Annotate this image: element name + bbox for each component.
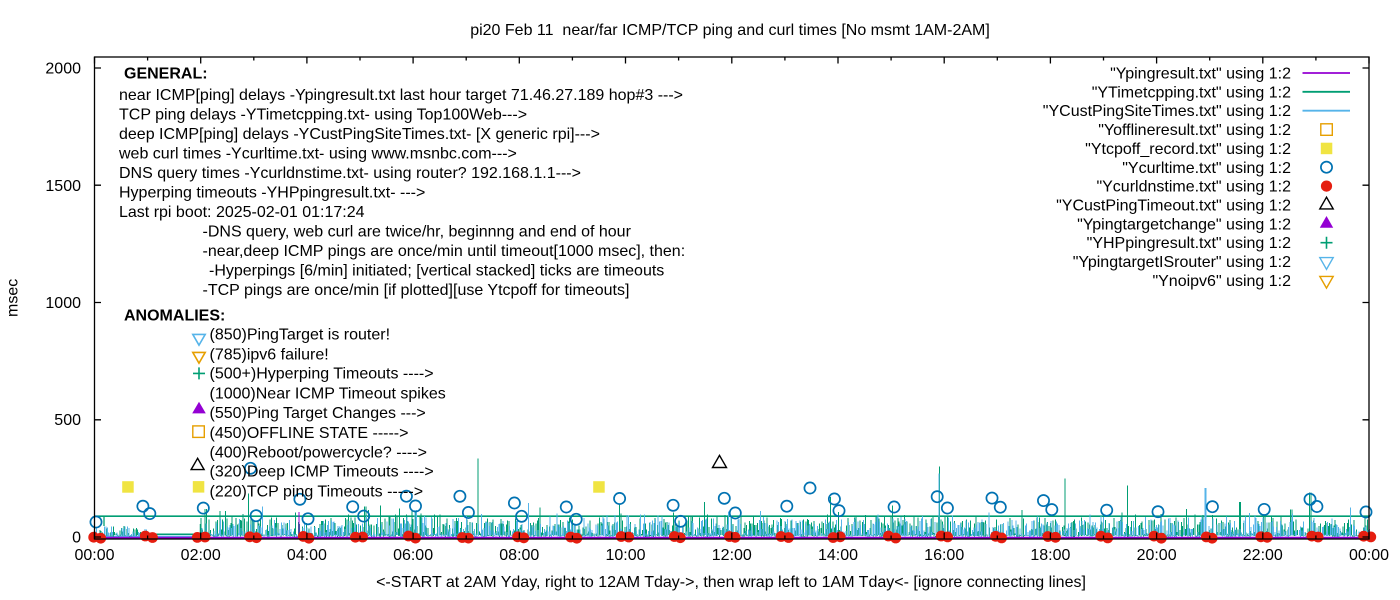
svg-text:"YTimetcpping.txt" using 1:2: "YTimetcpping.txt" using 1:2 [1092, 84, 1291, 101]
svg-text:-near,deep ICMP pings are once: -near,deep ICMP pings are once/min until… [203, 243, 686, 260]
svg-text:08:00: 08:00 [499, 547, 539, 564]
svg-text:deep ICMP[ping] delays -YCustP: deep ICMP[ping] delays -YCustPingSiteTim… [119, 126, 600, 143]
svg-text:04:00: 04:00 [287, 547, 327, 564]
svg-text:10:00: 10:00 [605, 547, 645, 564]
svg-text:"Ypingtargetchange" using 1:2: "Ypingtargetchange" using 1:2 [1077, 216, 1291, 233]
svg-text:"Ycurldnstime.txt" using 1:2: "Ycurldnstime.txt" using 1:2 [1096, 179, 1291, 196]
svg-text:pi20 Feb 11 near/far ICMP/TCP: pi20 Feb 11 near/far ICMP/TCP ping and c… [470, 22, 990, 39]
svg-text:(450)OFFLINE STATE ----->: (450)OFFLINE STATE -----> [210, 425, 409, 442]
svg-text:(400)Reboot/powercycle? ---->: (400)Reboot/powercycle? ----> [210, 445, 427, 462]
svg-text:-DNS query, web curl are twice: -DNS query, web curl are twice/hr, begin… [203, 223, 632, 240]
svg-text:14:00: 14:00 [818, 547, 858, 564]
svg-text:"Ytcpoff_record.txt" using 1:2: "Ytcpoff_record.txt" using 1:2 [1085, 141, 1291, 158]
svg-text:(1000)Near ICMP Timeout spikes: (1000)Near ICMP Timeout spikes [210, 385, 446, 402]
svg-text:(220)TCP ping Timeouts ----->: (220)TCP ping Timeouts -----> [210, 484, 424, 501]
svg-text:0: 0 [72, 530, 81, 547]
svg-text:near ICMP[ping] delays -Ypingr: near ICMP[ping] delays -Ypingresult.txt … [119, 87, 683, 104]
svg-text:00:00: 00:00 [74, 547, 114, 564]
svg-text:"YHPpingresult.txt" using 1:2: "YHPpingresult.txt" using 1:2 [1087, 235, 1291, 252]
svg-text:ANOMALIES:: ANOMALIES: [124, 308, 225, 325]
svg-text:16:00: 16:00 [924, 547, 964, 564]
svg-text:(320)Deep ICMP Timeouts ---->: (320)Deep ICMP Timeouts ----> [210, 464, 434, 481]
svg-text:msec: msec [5, 279, 22, 317]
svg-text:02:00: 02:00 [181, 547, 221, 564]
svg-text:"YpingtargetISrouter" using 1:: "YpingtargetISrouter" using 1:2 [1073, 254, 1291, 271]
svg-text:06:00: 06:00 [393, 547, 433, 564]
svg-text:"Yofflineresult.txt" using 1:2: "Yofflineresult.txt" using 1:2 [1098, 122, 1291, 139]
svg-text:500: 500 [54, 412, 81, 429]
svg-text:-Hyperpings [6/min] initiated;: -Hyperpings [6/min] initiated; [vertical… [209, 262, 664, 279]
svg-text:DNS query times -Ycurldnstime.: DNS query times -Ycurldnstime.txt- using… [119, 165, 581, 182]
svg-text:GENERAL:: GENERAL: [124, 65, 208, 82]
svg-text:<-START at 2AM Yday, right to: <-START at 2AM Yday, right to 12AM Tday-… [376, 574, 1086, 591]
svg-text:"YCustPingSiteTimes.txt" using: "YCustPingSiteTimes.txt" using 1:2 [1043, 103, 1291, 120]
svg-text:Hyperping timeouts -YHPpingres: Hyperping timeouts -YHPpingresult.txt- -… [119, 184, 425, 201]
svg-text:Last rpi boot: 2025-02-01 01:1: Last rpi boot: 2025-02-01 01:17:24 [119, 204, 365, 221]
svg-text:20:00: 20:00 [1137, 547, 1177, 564]
svg-text:(785)ipv6 failure!: (785)ipv6 failure! [210, 346, 329, 363]
svg-text:12:00: 12:00 [712, 547, 752, 564]
svg-text:web curl times -Ycurltime.txt-: web curl times -Ycurltime.txt- using www… [118, 145, 517, 162]
svg-text:1500: 1500 [45, 178, 81, 195]
svg-text:00:00: 00:00 [1349, 547, 1389, 564]
svg-text:18:00: 18:00 [1030, 547, 1070, 564]
svg-text:22:00: 22:00 [1243, 547, 1283, 564]
svg-text:TCP ping delays -YTimetcpping.: TCP ping delays -YTimetcpping.txt- using… [119, 106, 527, 123]
svg-text:"Ypingresult.txt" using 1:2: "Ypingresult.txt" using 1:2 [1110, 66, 1291, 83]
svg-text:"YCustPingTimeout.txt" using 1: "YCustPingTimeout.txt" using 1:2 [1056, 198, 1291, 215]
svg-text:(550)Ping Target Changes --->: (550)Ping Target Changes ---> [210, 405, 426, 422]
svg-text:1000: 1000 [45, 295, 81, 312]
svg-text:2000: 2000 [45, 61, 81, 78]
svg-text:(850)PingTarget is router!: (850)PingTarget is router! [210, 327, 391, 344]
svg-text:-TCP pings are once/min [if pl: -TCP pings are once/min [if plotted][use… [203, 282, 630, 299]
svg-text:"Ycurltime.txt" using 1:2: "Ycurltime.txt" using 1:2 [1122, 160, 1291, 177]
svg-text:(500+)Hyperping Timeouts ---->: (500+)Hyperping Timeouts ----> [210, 366, 434, 383]
svg-text:"Ynoipv6" using 1:2: "Ynoipv6" using 1:2 [1152, 273, 1291, 290]
